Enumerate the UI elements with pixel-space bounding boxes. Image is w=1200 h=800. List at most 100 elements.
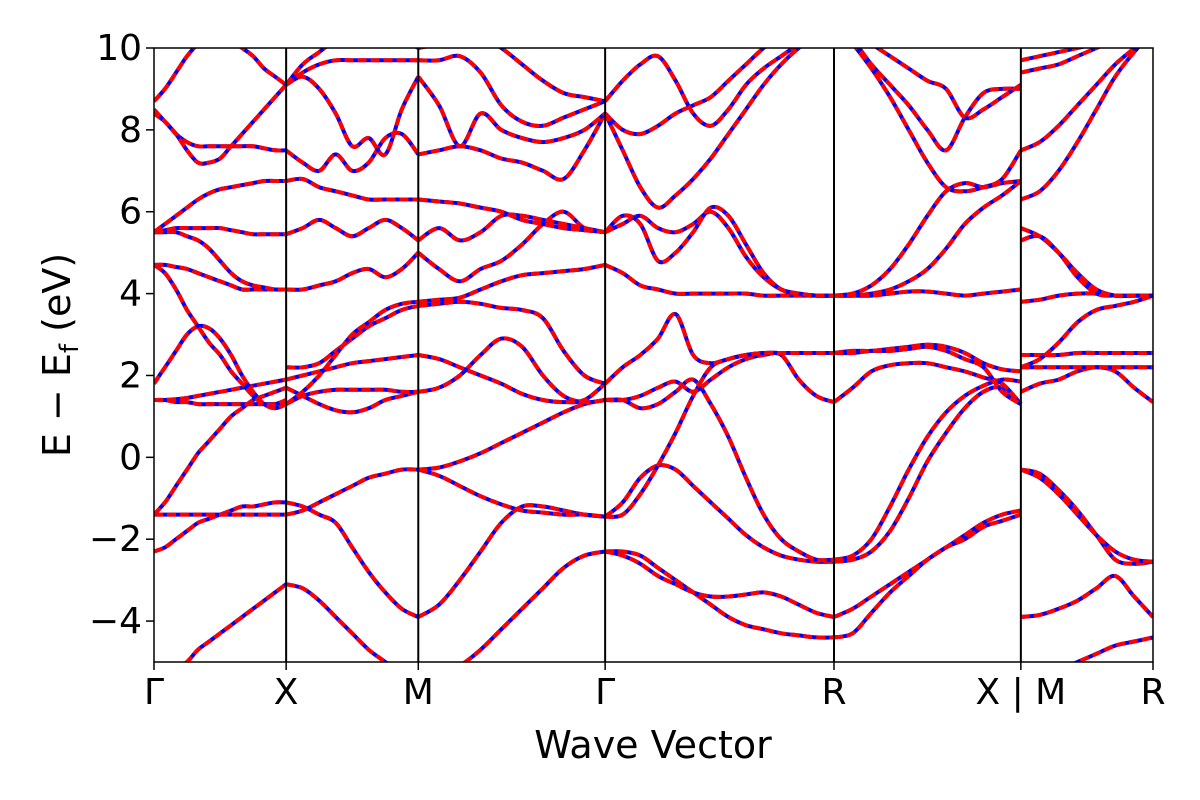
band-line-fit — [418, 299, 606, 386]
band-line-fit — [154, 262, 287, 292]
band-line-reference — [833, 377, 1022, 562]
band-lines — [154, 48, 1153, 662]
band-line-fit — [154, 263, 287, 407]
band-line-fit — [462, 549, 606, 662]
band-line-fit — [833, 342, 1022, 374]
band-line-fit — [1020, 350, 1153, 358]
band-line-fit — [286, 251, 420, 292]
y-tick-label: 6 — [119, 192, 142, 233]
band-line-reference — [603, 48, 797, 128]
band-line-fit — [154, 83, 288, 166]
band-line-fit — [604, 350, 834, 519]
band-line-reference — [833, 508, 1022, 640]
band-line-reference — [154, 500, 287, 554]
band-line-fit — [605, 351, 835, 405]
x-tick-label: Γ — [595, 672, 615, 713]
band-line-fit — [417, 353, 607, 405]
band-line-fit — [154, 377, 287, 403]
band-line-fit — [416, 75, 607, 149]
y-axis-label-main: E − E — [35, 353, 79, 457]
y-tick-label: 2 — [119, 355, 142, 396]
band-line-fit — [284, 48, 419, 87]
band-line-reference — [285, 74, 421, 158]
band-line-fit — [418, 197, 606, 235]
band-line-reference — [603, 463, 835, 564]
band-line-fit — [418, 262, 606, 304]
band-line-reference — [1020, 48, 1137, 153]
band-line-fit — [285, 387, 419, 406]
band-line-fit — [1020, 293, 1153, 370]
band-line-fit — [603, 48, 797, 128]
band-line-fit — [833, 179, 1022, 298]
band-line-reference — [604, 263, 834, 298]
band-line-fit — [1072, 635, 1153, 662]
band-line-fit — [285, 176, 419, 202]
band-line-reference — [418, 48, 606, 104]
y-tick-label: 8 — [119, 110, 142, 151]
band-line-fit — [284, 57, 419, 87]
band-line-fit — [603, 463, 835, 564]
y-tick-label: −2 — [89, 519, 142, 560]
band-line-fit — [417, 112, 607, 182]
y-axis-label-sub: f — [55, 343, 85, 353]
y-axis-label-unit: (eV) — [35, 253, 79, 332]
x-tick-label: M — [403, 672, 434, 713]
band-line-fit — [833, 179, 1023, 298]
band-line-reference — [1020, 467, 1153, 564]
band-line-reference — [462, 549, 606, 662]
band-line-fit — [1020, 365, 1153, 404]
band-line-fit — [833, 508, 1022, 640]
band-line-fit — [285, 74, 421, 158]
band-line-fit — [605, 549, 835, 640]
band-line-fit — [154, 178, 287, 234]
x-tick-label: R — [821, 672, 846, 713]
band-line-fit — [833, 385, 1023, 564]
band-line-fit — [418, 53, 606, 128]
x-tick-label: X — [274, 672, 299, 713]
band-line-fit — [1020, 48, 1141, 202]
band-line-reference — [603, 48, 803, 210]
band-line-reference — [154, 229, 287, 292]
band-line-fit — [417, 209, 606, 284]
band-line-fit — [604, 263, 834, 298]
band-line-fit — [183, 582, 288, 662]
band-line-fit — [603, 312, 834, 386]
band-line-fit — [1020, 467, 1153, 566]
band-line-fit — [285, 385, 419, 415]
band-line-fit — [286, 303, 419, 370]
band-line-reference — [833, 344, 1022, 406]
band-line-reference — [284, 130, 420, 174]
high-symmetry-lines — [285, 48, 1022, 662]
y-tick-label: −4 — [89, 601, 142, 642]
band-line-fit — [285, 500, 420, 619]
band-line-fit — [154, 500, 287, 554]
y-tick-label: 0 — [119, 437, 142, 478]
band-line-fit — [284, 299, 419, 406]
y-axis: 10 8 6 4 2 0 −2 −4 — [89, 28, 154, 642]
y-tick-label: 4 — [119, 274, 142, 315]
band-line-fit — [418, 398, 606, 472]
band-line-reference — [285, 500, 420, 619]
band-line-reference — [418, 398, 606, 472]
band-line-fit — [832, 360, 1023, 406]
band-line-fit — [154, 225, 287, 237]
x-tick-label: X | M — [975, 672, 1066, 713]
band-line-fit — [417, 212, 606, 243]
band-line-fit — [1020, 226, 1153, 299]
band-line-fit — [1020, 48, 1137, 153]
band-line-fit — [833, 344, 1022, 406]
band-line-fit — [605, 377, 835, 563]
x-axis: Γ X M Γ R X | M R — [144, 662, 1166, 713]
band-line-reference — [1020, 467, 1153, 566]
band-line-reference — [833, 179, 1022, 298]
x-tick-label: R — [1140, 672, 1165, 713]
band-line-fit — [856, 48, 1021, 153]
band-line-reference — [1020, 233, 1153, 298]
band-line-fit — [285, 582, 389, 662]
x-axis-label: Wave Vector — [534, 723, 772, 767]
band-line-fit — [154, 385, 287, 516]
band-line-reference — [833, 385, 1023, 564]
band-line-reference — [853, 48, 1023, 194]
band-line-fit — [1020, 467, 1153, 564]
